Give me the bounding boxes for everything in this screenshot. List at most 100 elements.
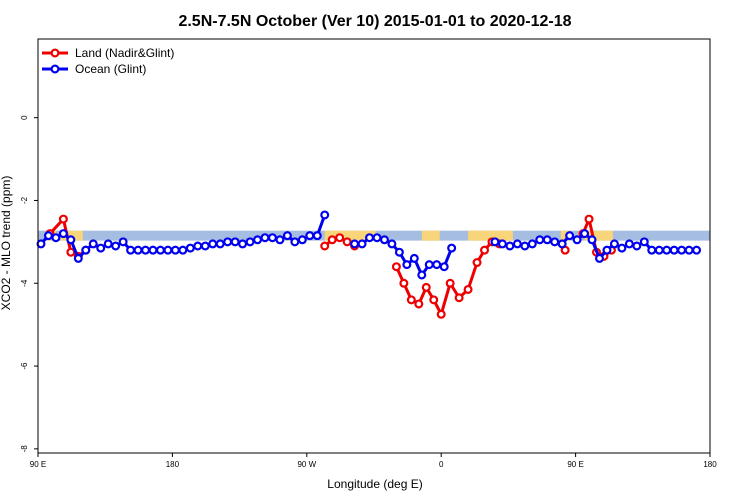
x-tick-label: 180 bbox=[166, 460, 180, 469]
data-point bbox=[609, 239, 619, 249]
data-point bbox=[424, 260, 434, 270]
data-point bbox=[692, 245, 702, 255]
data-point bbox=[527, 239, 537, 249]
x-tick-label: 90 E bbox=[30, 460, 46, 469]
data-point bbox=[245, 237, 255, 247]
data-point bbox=[223, 237, 233, 247]
data-point bbox=[230, 237, 240, 247]
data-point bbox=[282, 231, 292, 241]
data-point bbox=[335, 233, 345, 243]
data-point bbox=[617, 243, 627, 253]
data-point bbox=[594, 253, 604, 263]
x-axis: 90 E 180 90 W 0 90 E 180 bbox=[30, 453, 717, 469]
data-point bbox=[550, 237, 560, 247]
legend-marker bbox=[50, 64, 60, 74]
series-ocean bbox=[36, 210, 702, 280]
data-point bbox=[58, 214, 68, 224]
data-point bbox=[436, 309, 446, 319]
x-tick-label: 180 bbox=[703, 460, 717, 469]
data-point bbox=[155, 245, 165, 255]
land-band-segment bbox=[324, 230, 376, 241]
y-axis-label: XCO2 - MLO trend (ppm) bbox=[0, 176, 13, 311]
series-line bbox=[354, 236, 454, 277]
data-point bbox=[51, 233, 61, 243]
data-point bbox=[148, 245, 158, 255]
data-point bbox=[260, 233, 270, 243]
data-point bbox=[88, 239, 98, 249]
series-layer bbox=[36, 210, 702, 319]
data-point bbox=[215, 239, 225, 249]
data-point bbox=[677, 245, 687, 255]
data-point bbox=[66, 247, 76, 257]
y-tick-label: 0 bbox=[20, 115, 29, 120]
data-point bbox=[350, 239, 360, 249]
data-point bbox=[327, 235, 337, 245]
y-tick-label: -8 bbox=[20, 445, 29, 453]
data-point bbox=[73, 253, 83, 263]
data-point bbox=[193, 241, 203, 251]
data-point bbox=[387, 239, 397, 249]
plot-frame bbox=[37, 38, 711, 454]
data-point bbox=[320, 210, 330, 220]
data-point bbox=[632, 241, 642, 251]
data-point bbox=[497, 239, 507, 249]
data-point bbox=[253, 235, 263, 245]
data-point bbox=[490, 237, 500, 247]
data-point bbox=[565, 231, 575, 241]
data-point bbox=[200, 241, 210, 251]
data-point bbox=[111, 241, 121, 251]
data-point bbox=[454, 293, 464, 303]
data-point bbox=[163, 245, 173, 255]
data-point bbox=[365, 233, 375, 243]
chart-title: 2.5N-7.5N October (Ver 10) 2015-01-01 to… bbox=[178, 13, 571, 30]
data-point bbox=[602, 245, 612, 255]
data-point bbox=[320, 241, 330, 251]
data-point bbox=[429, 295, 439, 305]
data-point bbox=[406, 295, 416, 305]
data-point bbox=[342, 237, 352, 247]
y-tick-label: -4 bbox=[20, 279, 29, 287]
data-point bbox=[275, 235, 285, 245]
data-point bbox=[463, 284, 473, 294]
data-point bbox=[185, 243, 195, 253]
data-point bbox=[535, 235, 545, 245]
legend-marker bbox=[50, 48, 60, 58]
data-point bbox=[557, 239, 567, 249]
y-tick-label: -6 bbox=[20, 362, 29, 370]
data-point bbox=[379, 235, 389, 245]
data-point bbox=[421, 282, 431, 292]
x-tick-label: 90 E bbox=[567, 460, 583, 469]
land-band-segment bbox=[584, 230, 613, 241]
data-point bbox=[572, 235, 582, 245]
land-band-segment bbox=[421, 230, 440, 241]
data-point bbox=[305, 231, 315, 241]
data-point bbox=[43, 231, 53, 241]
data-point bbox=[170, 245, 180, 255]
data-point bbox=[357, 239, 367, 249]
x-tick-label: 0 bbox=[439, 460, 444, 469]
data-point bbox=[647, 245, 657, 255]
data-point bbox=[432, 260, 442, 270]
data-point bbox=[512, 239, 522, 249]
data-point bbox=[96, 243, 106, 253]
data-point bbox=[639, 237, 649, 247]
data-point bbox=[414, 299, 424, 309]
data-point bbox=[402, 260, 412, 270]
data-point bbox=[669, 245, 679, 255]
data-point bbox=[445, 278, 455, 288]
data-point bbox=[208, 239, 218, 249]
data-point bbox=[409, 253, 419, 263]
legend-label: Land (Nadir&Glint) bbox=[75, 46, 174, 60]
data-point bbox=[439, 262, 449, 272]
data-point bbox=[238, 239, 248, 249]
data-point bbox=[66, 235, 76, 245]
data-point bbox=[372, 233, 382, 243]
x-tick-label: 90 W bbox=[297, 460, 316, 469]
data-point bbox=[394, 247, 404, 257]
data-point bbox=[126, 245, 136, 255]
land-band-segment bbox=[468, 230, 513, 241]
legend: Land (Nadir&Glint) Ocean (Glint) bbox=[42, 46, 174, 76]
data-point bbox=[584, 214, 594, 224]
data-point bbox=[391, 262, 401, 272]
